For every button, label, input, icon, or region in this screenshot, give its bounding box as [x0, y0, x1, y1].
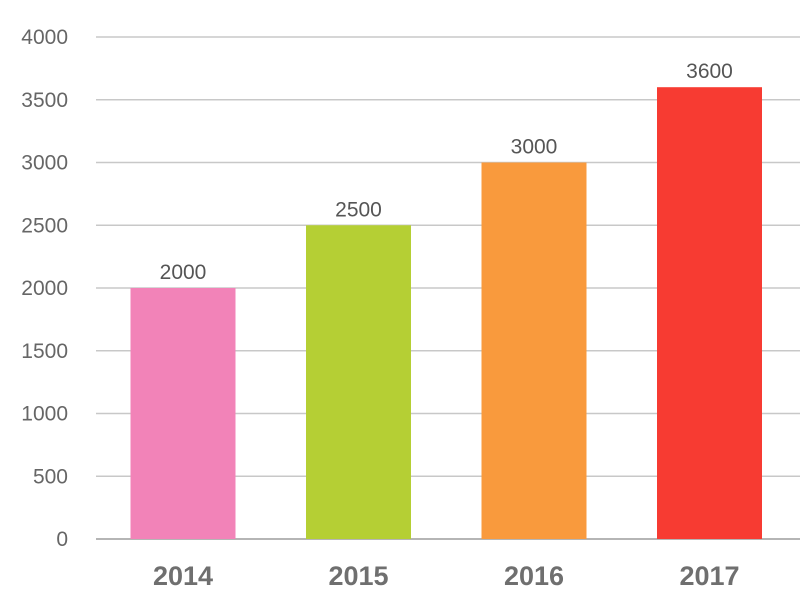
data-labels: 2000 2500 3000 3600 — [160, 60, 733, 284]
y-tick-label: 500 — [33, 465, 68, 488]
y-axis-tick-labels: 0 500 1000 1500 2000 2500 3000 3500 4000 — [21, 26, 68, 551]
data-label-2017: 3600 — [686, 60, 733, 83]
x-tick-label-2016: 2016 — [504, 561, 564, 591]
x-tick-label-2017: 2017 — [679, 561, 739, 591]
x-axis-tick-labels: 2014 2015 2016 2017 — [153, 561, 740, 591]
x-tick-label-2015: 2015 — [328, 561, 388, 591]
y-tick-label: 4000 — [21, 26, 68, 49]
bar-2017 — [657, 87, 762, 539]
bar-2014 — [130, 288, 236, 539]
y-tick-label: 2000 — [21, 277, 68, 300]
data-label-2015: 2500 — [335, 198, 382, 221]
y-tick-label: 3000 — [21, 152, 68, 175]
bars — [130, 87, 762, 539]
y-tick-label: 2500 — [21, 214, 68, 237]
y-tick-label: 3500 — [21, 89, 68, 112]
data-label-2014: 2000 — [160, 261, 207, 284]
bar-2016 — [481, 162, 587, 539]
y-tick-label: 1500 — [21, 340, 68, 363]
bar-2015 — [306, 225, 411, 539]
x-tick-label-2014: 2014 — [153, 561, 213, 591]
y-tick-label: 0 — [56, 528, 68, 551]
data-label-2016: 3000 — [511, 136, 558, 159]
y-tick-label: 1000 — [21, 403, 68, 426]
